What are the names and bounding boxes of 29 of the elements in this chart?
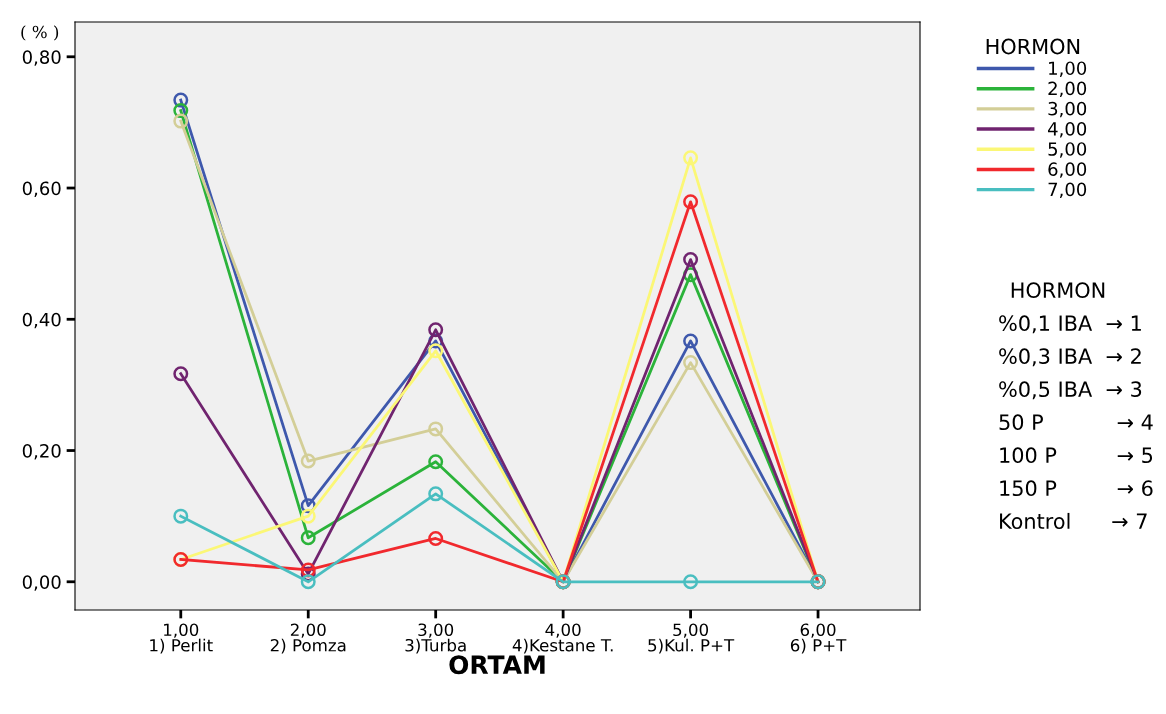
x-tick-label: 2,00 2) Pomza <box>270 623 346 654</box>
legend-label: 1,00 <box>1049 61 1087 77</box>
x-tick-label: 4,00 4)Kestane T. <box>512 623 613 654</box>
text: 150 P → 6 <box>1000 480 1153 497</box>
y-tick-label: 0,80 <box>22 50 61 66</box>
y-tick-label: 0,00 <box>22 575 61 591</box>
text: Kontrol → 7 <box>1000 512 1147 530</box>
legend-label: 7,00 <box>1048 182 1087 199</box>
text: %0,5 IBA → 3 <box>999 381 1142 400</box>
text: 50 P → 4 <box>999 414 1153 431</box>
legend-label: 4,00 <box>1047 121 1087 138</box>
x-axis-title: ORTAM <box>449 655 545 675</box>
legend-label: 6,00 <box>1048 162 1087 178</box>
x-tick-label: 6,00 6) P+T <box>790 623 847 654</box>
y-tick-label: 0,20 <box>22 443 61 460</box>
text: %0,3 IBA → 2 <box>999 348 1141 367</box>
legend-label: 2,00 <box>1048 81 1087 98</box>
legend-title: HORMON <box>986 38 1080 55</box>
y-axis-title: ( % ) <box>21 25 59 41</box>
y-tick-label: 0,40 <box>22 312 61 329</box>
x-tick-label: 5,00 5)Kul. P+T <box>648 623 735 654</box>
text: %0,1 IBA → 1 <box>999 315 1141 334</box>
x-tick-label: 1,00 1) Perlit <box>150 623 213 654</box>
text: 100 P → 5 <box>1000 447 1153 464</box>
legend-label: 5,00 <box>1048 142 1087 158</box>
legend-label: 3,00 <box>1048 101 1087 118</box>
text: HORMON <box>1011 282 1105 299</box>
y-tick-label: 0,60 <box>22 181 61 197</box>
x-tick-label: 3,00 3)Turba <box>405 623 466 654</box>
